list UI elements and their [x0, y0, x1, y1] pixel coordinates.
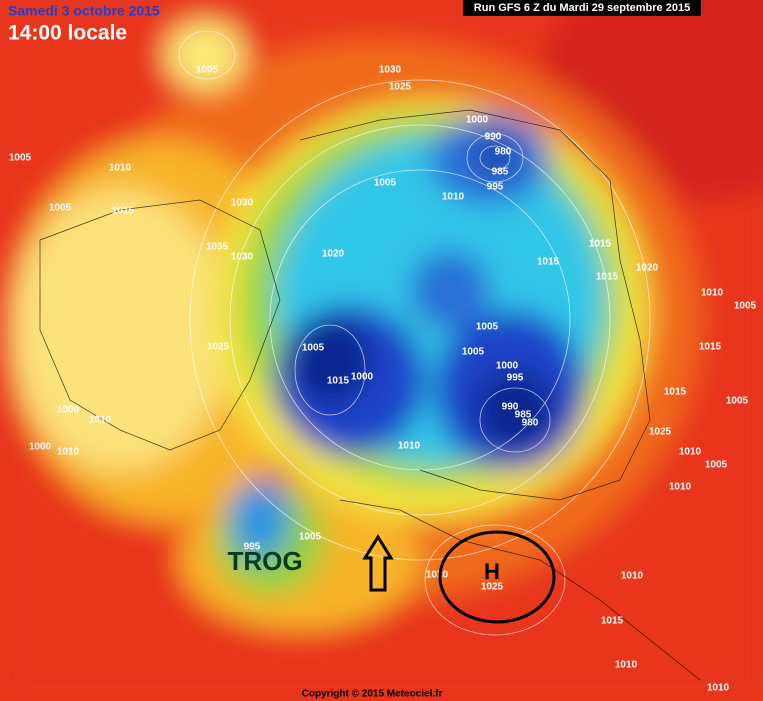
isobar-label: 1005 — [302, 343, 325, 354]
isobar-label: 1015 — [327, 376, 350, 387]
isobar-label: 1015 — [596, 272, 619, 283]
isobar-label: 1005 — [299, 532, 322, 543]
forecast-time: 14:00 locale — [8, 22, 127, 45]
coastlines — [39, 109, 701, 681]
isobar-label: 1025 — [207, 342, 230, 353]
isobar-label: 1035 — [206, 242, 229, 253]
isobar-label: 1015 — [112, 206, 135, 217]
isobar-label: 1015 — [537, 257, 560, 268]
high-annotation: H — [484, 559, 500, 584]
isobar-label: 995 — [487, 182, 504, 193]
isobar-label: 1010 — [669, 482, 692, 493]
isobar-label: 1010 — [621, 571, 644, 582]
copyright: Copyright © 2015 Meteociel.fr — [302, 689, 443, 700]
isobar-label: 1005 — [734, 301, 757, 312]
isobar-label: 990 — [502, 402, 519, 413]
isobar-label: 1015 — [589, 239, 612, 250]
isobar-label: 1030 — [231, 198, 254, 209]
isobar-label: 995 — [244, 542, 261, 553]
high-circle — [438, 530, 556, 624]
isobar-label: 1030 — [231, 252, 254, 263]
isobar-label: 1005 — [726, 396, 749, 407]
isobar-label: 1030 — [379, 65, 402, 76]
isobar-label: 1005 — [462, 347, 485, 358]
isobar-label: 1025 — [481, 582, 504, 593]
isobars — [178, 30, 651, 636]
isobar-label: 1010 — [701, 288, 724, 299]
isobar-label: 1020 — [322, 249, 345, 260]
forecast-date: Samedi 3 octobre 2015 — [8, 3, 160, 19]
isobar-label: 985 — [515, 410, 532, 421]
isobar-label: 980 — [495, 147, 512, 158]
isobar-label: 1005 — [196, 65, 219, 76]
isobar-label: 1015 — [664, 387, 687, 398]
isobar-label: 985 — [492, 167, 509, 178]
isobar-label: 1000 — [351, 372, 374, 383]
run-box — [463, 0, 701, 16]
isobar-label: 1010 — [679, 447, 702, 458]
isobar-label: 1015 — [601, 616, 624, 627]
isobar-label: 1000 — [29, 442, 52, 453]
isobar-label: 1015 — [699, 342, 722, 353]
run-info: Run GFS 6 Z du Mardi 29 septembre 2015 — [474, 2, 690, 14]
isobar-label: 1000 — [57, 405, 80, 416]
isobar-label: 1005 — [9, 153, 32, 164]
isobar-label: 1010 — [442, 192, 465, 203]
isobar-label: 1020 — [426, 570, 449, 581]
isobar-label: 990 — [485, 132, 502, 143]
isobar-label: 995 — [507, 373, 524, 384]
isobar-label: 980 — [522, 418, 539, 429]
isobar-label: 1010 — [89, 415, 112, 426]
isobar-label: 1005 — [374, 178, 397, 189]
isobar-label: 1010 — [57, 447, 80, 458]
isobar-label: 1025 — [389, 82, 412, 93]
arrow — [362, 534, 394, 592]
isobar-label: 1010 — [109, 163, 132, 174]
isobar-label: 1010 — [398, 441, 421, 452]
isobar-label: 1010 — [707, 683, 730, 694]
isobar-label: 1005 — [476, 322, 499, 333]
isobar-label: 1000 — [496, 361, 519, 372]
trough-annotation: TROG — [227, 546, 302, 576]
isobar-label: 1025 — [649, 427, 672, 438]
isobar-label: 1005 — [705, 460, 728, 471]
isobar-label: 1005 — [49, 203, 72, 214]
isobar-label: 1010 — [615, 660, 638, 671]
isobar-label: 1000 — [466, 115, 489, 126]
isobar-label: 1020 — [636, 263, 659, 274]
isobar-labels: 1005 103010251000990980985995100510101005… — [9, 65, 757, 694]
